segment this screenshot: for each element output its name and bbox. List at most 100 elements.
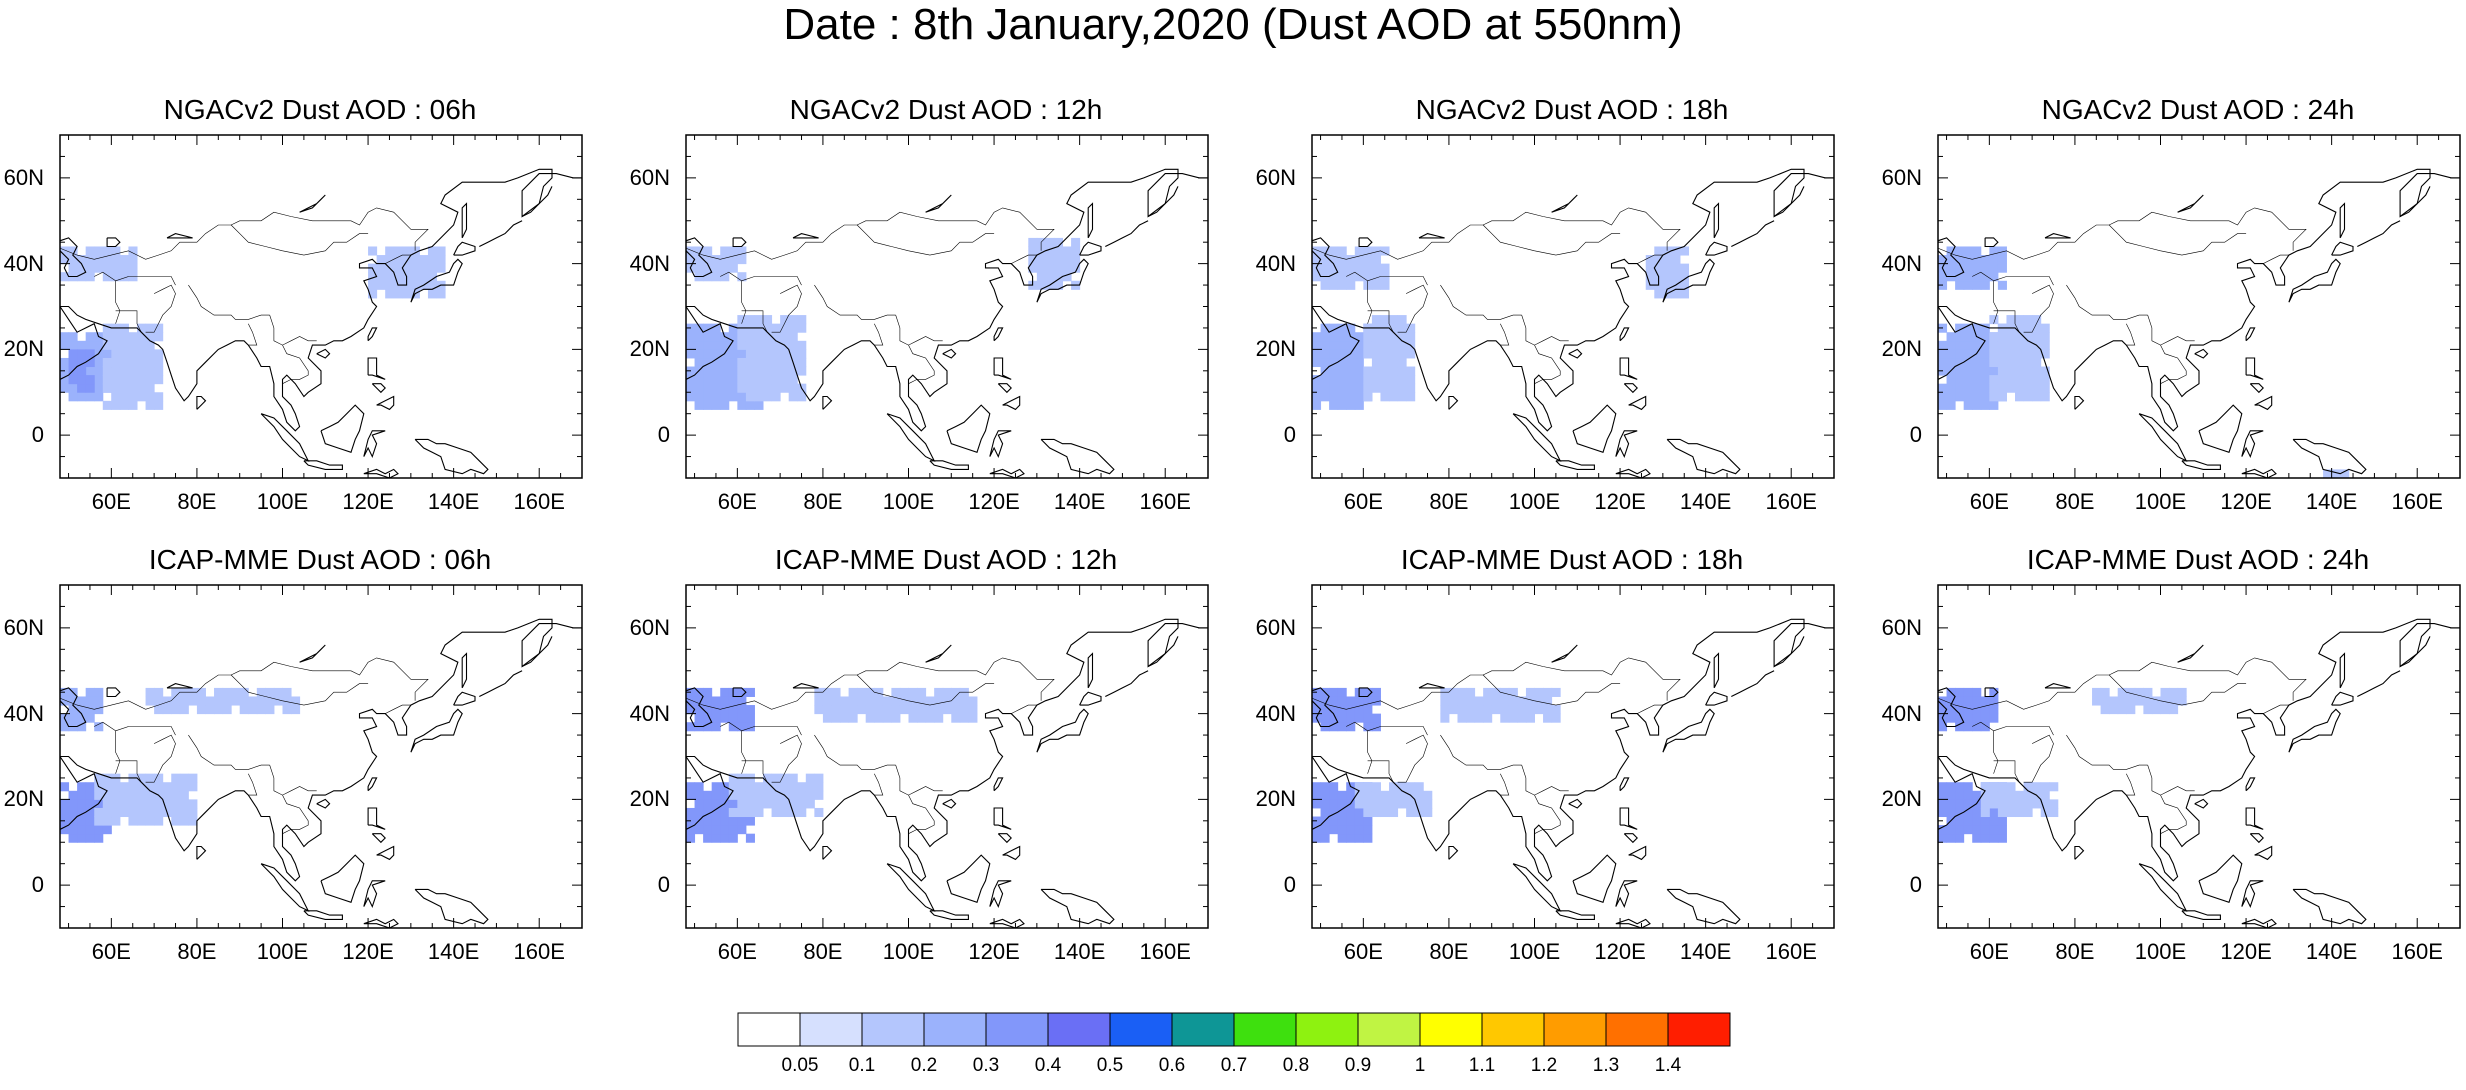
- coastline: [1568, 348, 1583, 359]
- dust-aod-cell: [427, 272, 438, 282]
- dust-aod-cell: [1662, 255, 1672, 265]
- dust-aod-cell: [1320, 349, 1330, 359]
- dust-aod-cell: [891, 705, 901, 715]
- coastline: [461, 202, 468, 239]
- dust-aod-cell: [1329, 696, 1339, 706]
- dust-aod-cell: [891, 696, 901, 706]
- coastline: [453, 691, 476, 706]
- dust-aod-cell: [1938, 349, 1948, 359]
- map-frame: [1937, 134, 2461, 479]
- country-border: [2023, 734, 2054, 783]
- country-border: [1500, 773, 1510, 796]
- coastline: [1448, 845, 1459, 860]
- dust-aod-cell: [1062, 246, 1072, 256]
- dust-aod-cell: [128, 246, 138, 256]
- dust-aod-cell: [1036, 255, 1046, 265]
- dust-aod-cell: [368, 289, 378, 299]
- dust-aod-cell: [102, 773, 112, 783]
- coastline: [1666, 888, 1741, 925]
- dust-aod-cell: [788, 383, 798, 393]
- dust-aod-cell: [2040, 383, 2050, 393]
- dust-aod-cell: [1389, 332, 1399, 342]
- coastline: [1448, 395, 1459, 410]
- dust-aod-cell: [248, 705, 258, 715]
- dust-aod-cell: [410, 263, 420, 273]
- coastline: [997, 383, 1012, 394]
- dust-aod-cell: [2015, 332, 2025, 342]
- dust-aod-cell: [1371, 790, 1381, 800]
- dust-aod-cell: [1346, 400, 1356, 410]
- dust-aod-cell: [85, 833, 95, 843]
- dust-aod-cell: [1997, 349, 2007, 359]
- dust-aod-cell: [1071, 237, 1081, 247]
- dust-aod-cell: [694, 332, 704, 342]
- dust-aod-cell: [2006, 782, 2016, 792]
- dust-aod-cell: [694, 255, 704, 265]
- dust-aod-cell: [1989, 790, 1999, 800]
- country-border: [1440, 284, 1522, 320]
- dust-aod-cell: [797, 323, 807, 333]
- dust-aod-cell: [1406, 782, 1416, 792]
- country-border: [1367, 310, 1394, 333]
- dust-aod-cell: [711, 332, 721, 342]
- dust-aod-cell: [1938, 340, 1948, 350]
- coastline: [946, 854, 991, 903]
- country-border: [230, 674, 369, 706]
- dust-aod-cell: [85, 349, 95, 359]
- dust-aod-cell: [94, 773, 104, 783]
- dust-aod-cell: [60, 825, 70, 835]
- dust-aod-cell: [720, 713, 730, 723]
- dust-aod-cell: [1312, 825, 1322, 835]
- dust-aod-cell: [1980, 332, 1990, 342]
- country-border: [874, 773, 884, 796]
- dust-aod-cell: [145, 383, 155, 393]
- country-border: [115, 726, 176, 736]
- dust-aod-cell: [1320, 782, 1330, 792]
- coastline: [946, 404, 991, 453]
- dust-aod-cell: [968, 705, 978, 715]
- dust-aod-cell: [2040, 392, 2050, 402]
- dust-aod-cell: [77, 705, 87, 715]
- dust-aod-cell: [882, 705, 892, 715]
- dust-aod-cell: [2023, 392, 2033, 402]
- dust-aod-cell: [968, 713, 978, 723]
- dust-aod-cell: [1354, 782, 1364, 792]
- dust-aod-cell: [128, 366, 138, 376]
- map-frame: [685, 134, 1209, 479]
- dust-aod-cell: [1337, 799, 1347, 809]
- dust-aod-cell: [703, 799, 713, 809]
- dust-aod-cell: [771, 807, 781, 818]
- dust-aod-cell: [1654, 263, 1664, 273]
- dust-aod-cell: [1543, 687, 1553, 697]
- dust-aod-cell: [2006, 375, 2016, 385]
- dust-aod-cell: [68, 255, 78, 265]
- dust-aod-cell: [711, 366, 721, 376]
- dust-aod-cell: [68, 713, 78, 723]
- dust-aod-cell: [703, 825, 713, 835]
- dust-aod-cell: [1329, 323, 1339, 333]
- dust-aod-cell: [797, 340, 807, 350]
- dust-aod-cell: [1053, 280, 1064, 290]
- dust-aod-cell: [385, 280, 395, 290]
- dust-aod-cell: [128, 340, 138, 350]
- dust-aod-cell: [1997, 263, 2007, 273]
- dust-aod-cell: [1363, 392, 1373, 402]
- coastline: [1312, 687, 1339, 728]
- dust-aod-cell: [788, 782, 798, 792]
- dust-aod-cell: [2331, 469, 2341, 478]
- dust-aod-cell: [111, 799, 121, 809]
- dust-aod-cell: [720, 366, 730, 376]
- dust-aod-cell: [703, 375, 713, 385]
- dust-aod-cell: [188, 816, 198, 826]
- dust-aod-cell: [1312, 332, 1322, 342]
- dust-aod-cell: [1045, 263, 1055, 273]
- dust-aod-cell: [1389, 323, 1399, 333]
- lon-tick-label: 80E: [803, 939, 843, 964]
- dust-aod-cell: [745, 790, 755, 800]
- dust-aod-cell: [745, 315, 755, 325]
- dust-aod-cell: [137, 366, 147, 376]
- lon-tick-label: 140E: [1053, 489, 1106, 514]
- dust-aod-cell: [754, 375, 764, 385]
- dust-aod-cell: [1997, 357, 2007, 368]
- dust-aod-cell: [1997, 280, 2007, 290]
